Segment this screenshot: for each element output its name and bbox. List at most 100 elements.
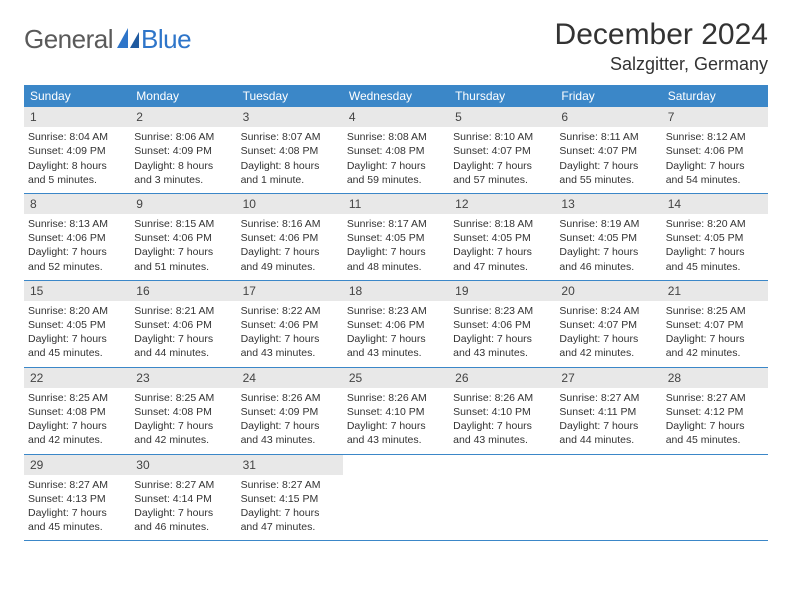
sunset-text: Sunset: 4:07 PM [453,144,551,158]
daylight-text: Daylight: 7 hours and 51 minutes. [134,245,232,273]
day-number: 12 [449,194,555,214]
daylight-text: Daylight: 7 hours and 43 minutes. [241,419,339,447]
day-number: 20 [555,281,661,301]
sunset-text: Sunset: 4:13 PM [28,492,126,506]
weekday-tuesday: Tuesday [237,85,343,107]
calendar-cell: 23 Sunrise: 8:25 AMSunset: 4:08 PMDayligh… [130,368,236,454]
daylight-text: Daylight: 7 hours and 43 minutes. [347,419,445,447]
day-number: 7 [662,107,768,127]
sunrise-text: Sunrise: 8:22 AM [241,304,339,318]
sunrise-text: Sunrise: 8:19 AM [559,217,657,231]
day-number: 24 [237,368,343,388]
daylight-text: Daylight: 8 hours and 5 minutes. [28,159,126,187]
calendar-cell: 13Sunrise: 8:19 AMSunset: 4:05 PMDayligh… [555,194,661,280]
daylight-text: Daylight: 7 hours and 47 minutes. [453,245,551,273]
sunset-text: Sunset: 4:08 PM [134,405,232,419]
day-number: 11 [343,194,449,214]
sunrise-text: Sunrise: 8:25 AM [134,391,232,405]
sunset-text: Sunset: 4:06 PM [28,231,126,245]
sunset-text: Sunset: 4:06 PM [241,318,339,332]
sunrise-text: Sunrise: 8:11 AM [559,130,657,144]
daylight-text: Daylight: 7 hours and 46 minutes. [559,245,657,273]
calendar-cell: 8Sunrise: 8:13 AMSunset: 4:06 PMDaylight… [24,194,130,280]
day-number: 14 [662,194,768,214]
day-number: 5 [449,107,555,127]
day-number: 28 [662,368,768,388]
weekday-monday: Monday [130,85,236,107]
sunrise-text: Sunrise: 8:08 AM [347,130,445,144]
calendar-cell-empty [343,455,449,541]
sunset-text: Sunset: 4:06 PM [134,318,232,332]
sunset-text: Sunset: 4:12 PM [666,405,764,419]
calendar-cell: 15Sunrise: 8:20 AMSunset: 4:05 PMDayligh… [24,281,130,367]
calendar-week: 1Sunrise: 8:04 AMSunset: 4:09 PMDaylight… [24,107,768,194]
daylight-text: Daylight: 7 hours and 43 minutes. [453,419,551,447]
calendar-cell: 25Sunrise: 8:26 AMSunset: 4:10 PMDayligh… [343,368,449,454]
day-number: 25 [343,368,449,388]
sunrise-text: Sunrise: 8:06 AM [134,130,232,144]
sunrise-text: Sunrise: 8:25 AM [28,391,126,405]
calendar-cell-empty [449,455,555,541]
calendar-cell: 6Sunrise: 8:11 AMSunset: 4:07 PMDaylight… [555,107,661,193]
weekday-header: Sunday Monday Tuesday Wednesday Thursday… [24,85,768,107]
day-number: 1 [24,107,130,127]
calendar-cell: 5 Sunrise: 8:10 AMSunset: 4:07 PMDaylight… [449,107,555,193]
day-number: 15 [24,281,130,301]
day-number: 8 [24,194,130,214]
calendar-cell: 1Sunrise: 8:04 AMSunset: 4:09 PMDaylight… [24,107,130,193]
sunrise-text: Sunrise: 8:21 AM [134,304,232,318]
day-number: 19 [449,281,555,301]
sunset-text: Sunset: 4:05 PM [453,231,551,245]
daylight-text: Daylight: 7 hours and 48 minutes. [347,245,445,273]
sunrise-text: Sunrise: 8:17 AM [347,217,445,231]
day-number: 18 [343,281,449,301]
day-number: 31 [237,455,343,475]
sunrise-text: Sunrise: 8:27 AM [559,391,657,405]
day-number: 23 [130,368,236,388]
logo-text-blue: Blue [141,24,191,55]
sunrise-text: Sunrise: 8:26 AM [347,391,445,405]
daylight-text: Daylight: 7 hours and 42 minutes. [666,332,764,360]
weekday-saturday: Saturday [662,85,768,107]
day-number: 10 [237,194,343,214]
calendar-cell: 12Sunrise: 8:18 AMSunset: 4:05 PMDayligh… [449,194,555,280]
sunset-text: Sunset: 4:06 PM [134,231,232,245]
day-number: 29 [24,455,130,475]
day-number: 2 [130,107,236,127]
weekday-friday: Friday [555,85,661,107]
logo-sail-icon [117,28,139,48]
calendar-week: 22Sunrise: 8:25 AMSunset: 4:08 PMDayligh… [24,368,768,455]
daylight-text: Daylight: 7 hours and 45 minutes. [666,245,764,273]
sunset-text: Sunset: 4:10 PM [453,405,551,419]
daylight-text: Daylight: 7 hours and 57 minutes. [453,159,551,187]
calendar-cell: 19 Sunrise: 8:23 AMSunset: 4:06 PMDayligh… [449,281,555,367]
sunrise-text: Sunrise: 8:20 AM [28,304,126,318]
sunset-text: Sunset: 4:09 PM [134,144,232,158]
daylight-text: Daylight: 7 hours and 43 minutes. [453,332,551,360]
sunrise-text: Sunrise: 8:16 AM [241,217,339,231]
sunset-text: Sunset: 4:08 PM [28,405,126,419]
calendar-week: 29Sunrise: 8:27 AMSunset: 4:13 PMDayligh… [24,455,768,542]
daylight-text: Daylight: 7 hours and 45 minutes. [28,332,126,360]
calendar-cell: 29Sunrise: 8:27 AMSunset: 4:13 PMDayligh… [24,455,130,541]
sunrise-text: Sunrise: 8:27 AM [666,391,764,405]
sunrise-text: Sunrise: 8:07 AM [241,130,339,144]
sunrise-text: Sunrise: 8:10 AM [453,130,551,144]
logo: General Blue [24,24,191,55]
calendar-cell: 9Sunrise: 8:15 AMSunset: 4:06 PMDaylight… [130,194,236,280]
daylight-text: Daylight: 7 hours and 42 minutes. [134,419,232,447]
day-number: 6 [555,107,661,127]
sunrise-text: Sunrise: 8:23 AM [453,304,551,318]
calendar: Sunday Monday Tuesday Wednesday Thursday… [24,85,768,541]
sunset-text: Sunset: 4:06 PM [453,318,551,332]
daylight-text: Daylight: 7 hours and 46 minutes. [134,506,232,534]
day-number: 9 [130,194,236,214]
calendar-cell: 16Sunrise: 8:21 AMSunset: 4:06 PMDayligh… [130,281,236,367]
sunset-text: Sunset: 4:07 PM [666,318,764,332]
sunrise-text: Sunrise: 8:23 AM [347,304,445,318]
weekday-sunday: Sunday [24,85,130,107]
calendar-cell: 7Sunrise: 8:12 AMSunset: 4:06 PMDaylight… [662,107,768,193]
sunset-text: Sunset: 4:05 PM [559,231,657,245]
calendar-cell: 4Sunrise: 8:08 AMSunset: 4:08 PMDaylight… [343,107,449,193]
calendar-cell: 30Sunrise: 8:27 AMSunset: 4:14 PMDayligh… [130,455,236,541]
